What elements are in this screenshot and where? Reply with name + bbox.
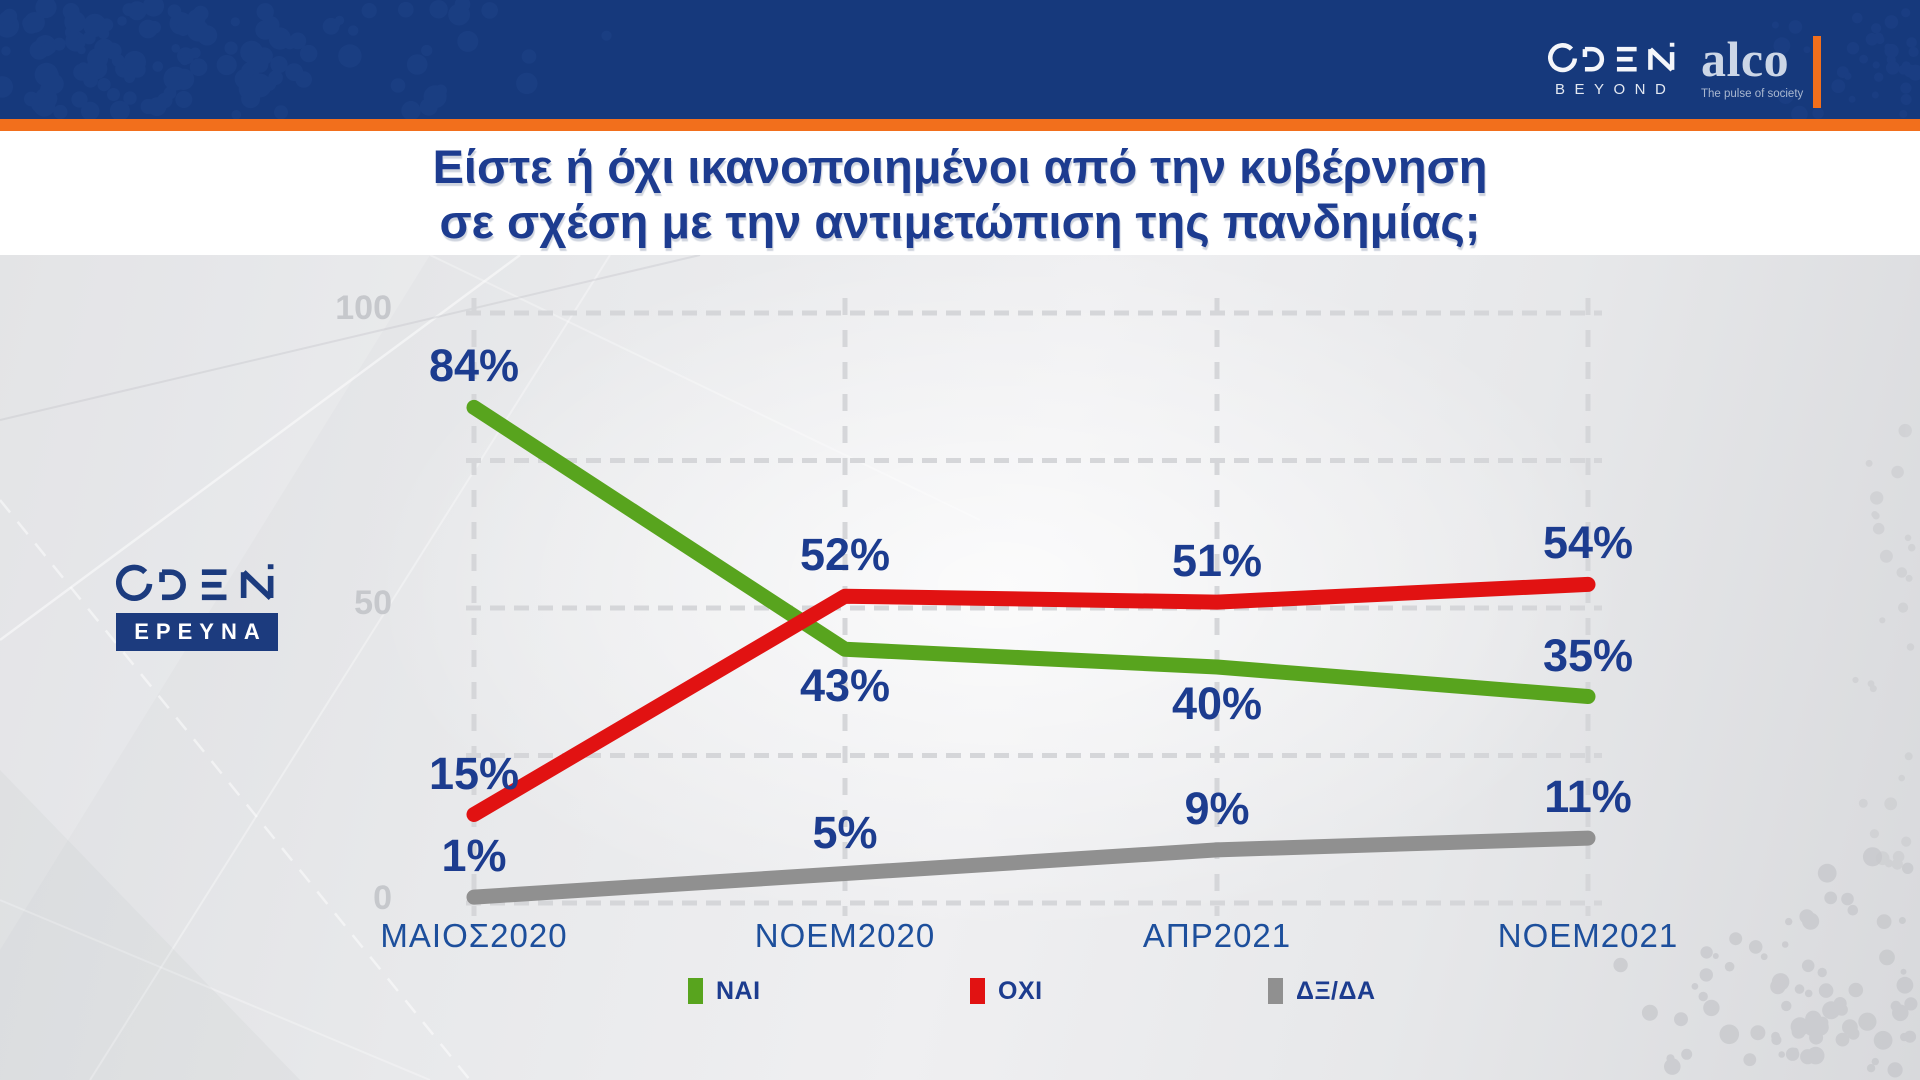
value-labels: 84% 43% 40% 35% 15% 52% 51% 54% 1% 5% 9% 11% [429, 340, 1633, 881]
background-facets [0, 255, 981, 1080]
legend-swatch-oxi [970, 978, 985, 1004]
x-axis-labels: ΜΑΙΟΣ2020 ΝΟΕΜ2020 ΑΠΡ2021 ΝΟΕΜ2021 [380, 917, 1678, 954]
value-label-ΟΧΙ-ΝΟΕΜ2021: 54% [1543, 517, 1633, 568]
header-bar: BEYOND alco The pulse of society [0, 0, 1920, 119]
series-line-ΟΧΙ [466, 576, 1596, 822]
question-title-line2: σε σχέση με την αντιμετώπιση της πανδημί… [439, 195, 1481, 248]
alco-logo: alco The pulse of society [1701, 34, 1811, 100]
series-line-ΔΞ/ΔΑ [466, 830, 1596, 905]
title-band: Είστε ή όχι ικανοποιημένοι από την κυβέρ… [0, 131, 1920, 255]
series-line-ΝΑΙ [466, 399, 1596, 704]
value-label-ΔΞ/ΔΑ-ΝΟΕΜ2020: 5% [812, 807, 877, 858]
value-label-ΟΧΙ-ΝΟΕΜ2020: 52% [800, 529, 890, 580]
y-tick-0: 0 [373, 879, 392, 917]
y-tick-100: 100 [335, 289, 392, 327]
legend-swatch-dxda [1268, 978, 1283, 1004]
y-tick-50: 50 [354, 584, 392, 622]
dots-pattern [0, 0, 612, 119]
value-label-ΝΑΙ-ΝΟΕΜ2020: 43% [800, 660, 890, 711]
poll-line-chart: 0 50 100 84% 43% 40% 35% 15% 52% 51% 54% 1% 5% 9% 11% Μ… [0, 255, 1918, 1080]
open-beyond-tagline: BEYOND [1555, 81, 1676, 98]
value-label-ΔΞ/ΔΑ-ΝΟΕΜ2021: 11% [1544, 771, 1632, 822]
value-label-ΝΑΙ-ΑΠΡ2021: 40% [1172, 678, 1262, 729]
value-label-ΟΧΙ-ΜΑΙΟΣ2020: 15% [429, 748, 519, 799]
dots-pattern [1852, 423, 1916, 870]
dots-pattern [1613, 847, 1918, 1078]
legend-label-nai: ΝΑΙ [716, 976, 761, 1005]
alco-orange-bar [1813, 36, 1821, 108]
ereyna-badge: ΕΡΕΥΝΑ [116, 613, 278, 651]
legend-label-oxi: ΟΧΙ [998, 976, 1043, 1005]
gridlines [466, 298, 1602, 916]
open-beyond-logo: BEYOND [1548, 42, 1680, 98]
open-logo-icon-navy [116, 564, 274, 601]
legend-item-dxda: ΔΞ/ΔΑ [1268, 977, 1376, 1005]
dots-pattern [1771, 8, 1920, 119]
alco-tagline: The pulse of society [1701, 88, 1804, 100]
chart-area: 0 50 100 84% 43% 40% 35% 15% 52% 51% 54% 1% 5% 9% 11% Μ… [0, 255, 1920, 1080]
orange-divider [0, 119, 1920, 131]
legend-label-dxda: ΔΞ/ΔΑ [1296, 976, 1376, 1005]
value-label-ΟΧΙ-ΑΠΡ2021: 51% [1172, 535, 1262, 586]
x-axis-label-ΝΟΕΜ2020: ΝΟΕΜ2020 [755, 917, 935, 954]
alco-wordmark: alco [1701, 31, 1790, 87]
x-axis-label-ΑΠΡ2021: ΑΠΡ2021 [1143, 917, 1291, 954]
x-axis-label-ΜΑΙΟΣ2020: ΜΑΙΟΣ2020 [380, 917, 567, 954]
legend-item-oxi: ΟΧΙ [970, 977, 1043, 1005]
question-title-line1: Είστε ή όχι ικανοποιημένοι από την κυβέρ… [432, 140, 1488, 193]
legend-item-nai: ΝΑΙ [688, 977, 761, 1005]
x-axis-label-ΝΟΕΜ2021: ΝΟΕΜ2021 [1498, 917, 1678, 954]
question-title: Είστε ή όχι ικανοποιημένοι από την κυβέρ… [0, 131, 1920, 249]
value-label-ΔΞ/ΔΑ-ΜΑΙΟΣ2020: 1% [441, 830, 506, 881]
open-ereyna-logo: ΕΡΕΥΝΑ [116, 563, 280, 651]
y-axis-ticks: 0 50 100 [335, 289, 392, 917]
header-dots-pattern [0, 0, 1920, 119]
legend-swatch-nai [688, 978, 703, 1004]
open-logo-icon [1548, 42, 1675, 73]
chart-legend: ΝΑΙ ΟΧΙ ΔΞ/ΔΑ [0, 977, 1920, 1009]
value-label-ΝΑΙ-ΝΟΕΜ2021: 35% [1543, 630, 1633, 681]
value-label-ΔΞ/ΔΑ-ΑΠΡ2021: 9% [1184, 783, 1249, 834]
value-label-ΝΑΙ-ΜΑΙΟΣ2020: 84% [429, 340, 519, 391]
